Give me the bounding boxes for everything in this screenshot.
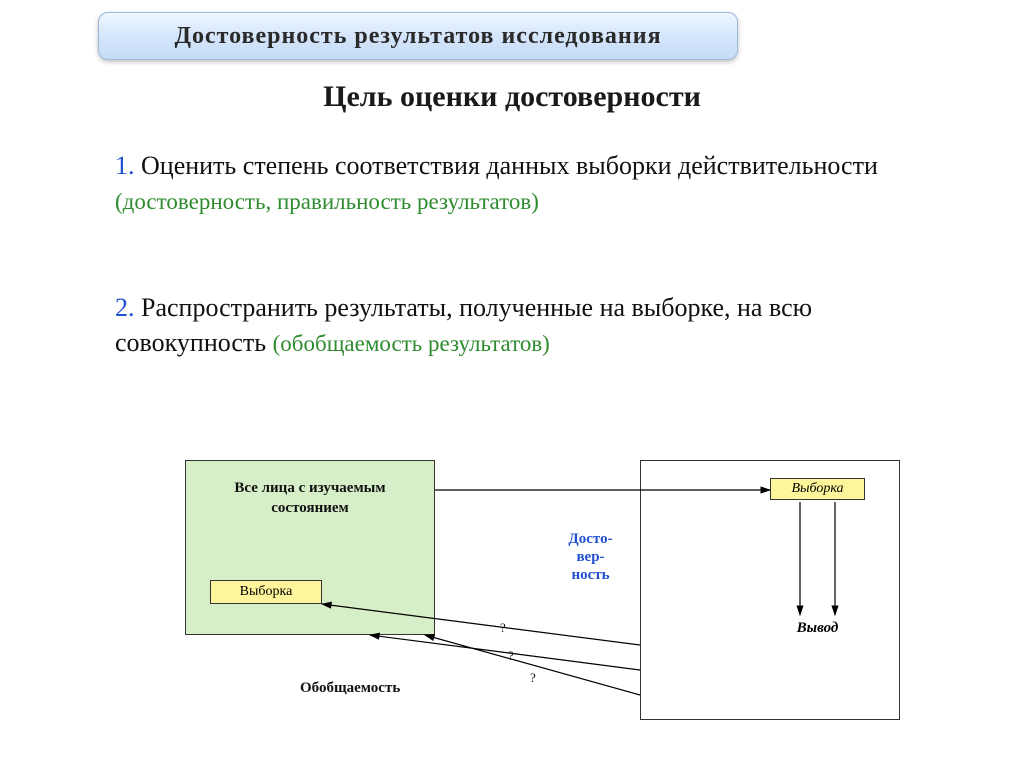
conclusion-label: Вывод [770, 620, 865, 637]
point-2-num: 2. [115, 293, 141, 322]
diagram: Все лица с изучаемым состоянием Выборка … [0, 430, 1024, 760]
subtitle: Цель оценки достоверности [0, 80, 1024, 114]
header-text: Достоверность результатов исследования [174, 23, 661, 50]
question-mark-1: ? [500, 620, 506, 636]
generalizability-label: Обобщаемость [300, 680, 400, 697]
point-1: 1. Оценить степень соответствия данных в… [115, 148, 910, 218]
point-2-paren: (обобщаемость результатов) [273, 331, 550, 356]
population-box: Все лица с изучаемым состоянием [185, 460, 435, 635]
sample-chip-left: Выборка [210, 580, 322, 604]
header-badge: Достоверность результатов исследования [98, 12, 738, 60]
point-1-lead: Оценить степень соответствия данных выбо… [141, 151, 878, 180]
point-1-num: 1. [115, 151, 141, 180]
question-mark-3: ? [530, 670, 536, 686]
point-2: 2. Распространить результаты, полученные… [115, 290, 910, 360]
question-mark-2: ? [508, 648, 514, 664]
point-1-paren: (достоверность, правильность результатов… [115, 189, 539, 214]
sample-chip-right: Выборка [770, 478, 865, 500]
population-label: Все лица с изучаемым состоянием [186, 479, 434, 518]
reliability-label: Досто-вер-ность [548, 530, 633, 584]
